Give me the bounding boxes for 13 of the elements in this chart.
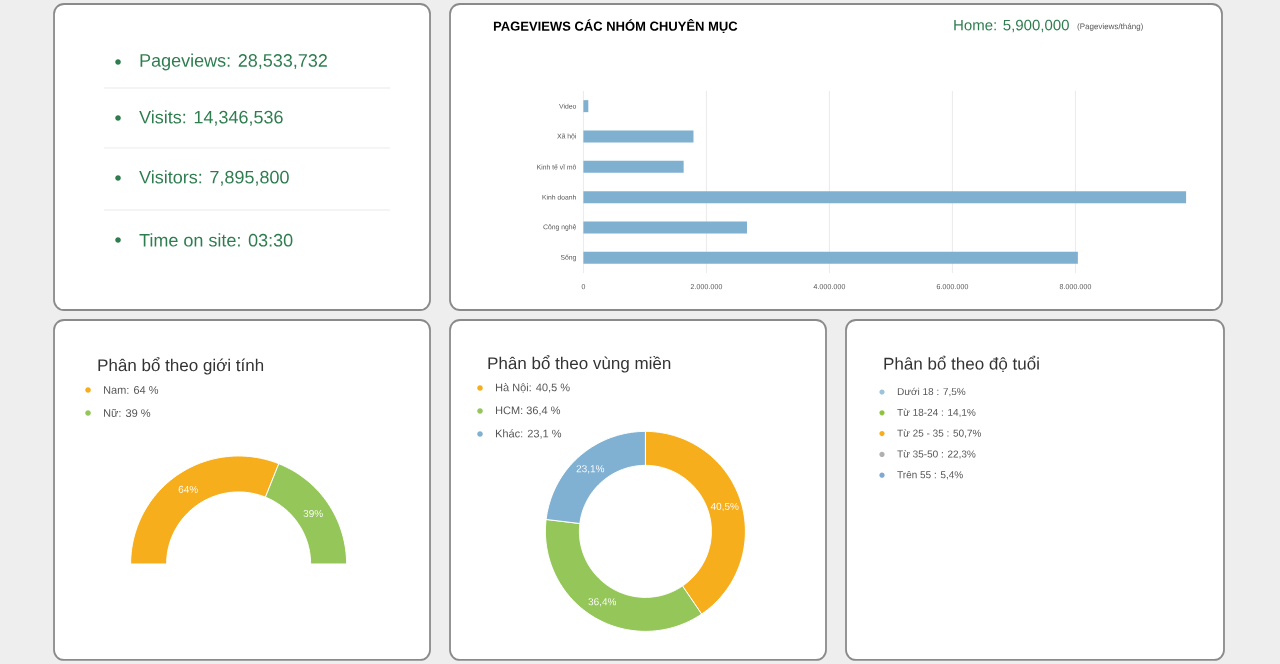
text: Time on site: 03:30 xyxy=(139,233,293,247)
chart-title: Phân bổ theo giới tính xyxy=(98,357,264,375)
text: Visitors: 7,895,800 xyxy=(139,170,289,186)
bar xyxy=(583,191,1187,204)
bar xyxy=(583,100,589,113)
bar xyxy=(583,160,684,173)
bar xyxy=(583,221,747,234)
chart-title: Phân bổ theo vùng miền xyxy=(488,355,671,373)
text: Visits: 14,346,536 xyxy=(139,110,283,126)
bar xyxy=(583,251,1078,264)
text: Pageviews: 28,533,732 xyxy=(140,53,327,71)
text: Phân bổ theo độ tuổi xyxy=(884,355,1039,373)
bar xyxy=(583,130,694,143)
